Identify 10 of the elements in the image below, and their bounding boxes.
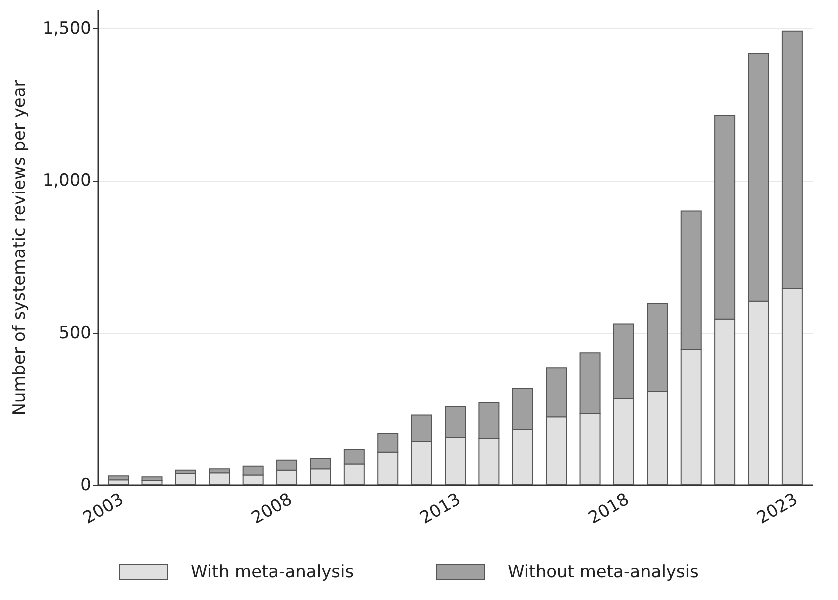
- bar: [209, 472, 230, 486]
- y-tick-label: 1,000: [42, 171, 92, 192]
- y-tick-label: 500: [59, 323, 92, 344]
- bar: [175, 474, 196, 486]
- y-tick-label: 0: [80, 476, 92, 496]
- bar: [142, 476, 163, 482]
- y-axis-title: Number of systematic reviews per year: [10, 80, 30, 416]
- y-tick-label: 1,500: [42, 18, 92, 39]
- legend-label: With meta-analysis: [191, 562, 354, 582]
- legend-label: Without meta-analysis: [508, 562, 700, 582]
